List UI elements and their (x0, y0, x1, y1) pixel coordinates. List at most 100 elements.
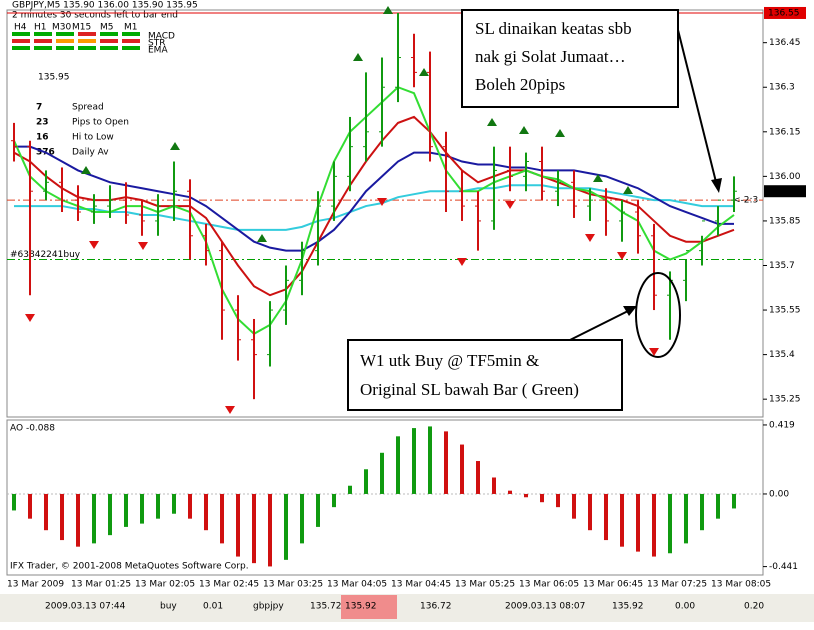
ao-bar (204, 493, 208, 531)
pointer-arrow (569, 309, 631, 341)
signal-up (555, 129, 565, 137)
ao-bar (188, 493, 192, 519)
ao-footer: IFX Trader, © 2001-2008 MetaQuotes Softw… (10, 562, 249, 572)
ao-bar (380, 452, 384, 494)
x-tick-label: 13 Mar 03:25 (263, 580, 323, 590)
status-cell: 0.00 (675, 602, 695, 612)
signal-down (649, 348, 659, 356)
ao-bar (428, 426, 432, 494)
ao-bar (108, 493, 112, 536)
ao-bar (12, 493, 16, 511)
ma-line (14, 184, 734, 231)
x-tick-label: 13 Mar 05:25 (455, 580, 515, 590)
timeframe-label: M30 (52, 23, 71, 33)
ao-bar (268, 493, 272, 567)
y-tick-label: 135.4 (769, 350, 795, 360)
highlight-ring (635, 272, 681, 358)
trend-cell (12, 32, 30, 36)
note-text: W1 utk Buy @ TF5min & (360, 351, 539, 370)
signal-down (138, 242, 148, 250)
stat-value: 16 (36, 133, 49, 143)
signal-down (25, 314, 35, 322)
y-tick-label: 135.85 (769, 216, 801, 226)
pointer-arrow (677, 29, 718, 187)
ao-bar (44, 493, 48, 531)
ao-bar (348, 485, 352, 494)
ao-bar (540, 493, 544, 503)
status-cell: 135.92 (345, 602, 377, 612)
trend-cell (100, 46, 118, 50)
signal-up (81, 166, 91, 174)
timeframe-label: M5 (100, 23, 114, 33)
trend-cell (34, 39, 52, 43)
signal-up (419, 68, 429, 76)
indicator-label: MACD (148, 32, 175, 42)
ao-bar (316, 493, 320, 527)
ao-bar (332, 493, 336, 508)
trend-cell (78, 46, 96, 50)
trend-cell (122, 32, 140, 36)
ao-bar (60, 493, 64, 541)
signal-down (617, 252, 627, 260)
ao-bar (620, 493, 624, 547)
signal-up (257, 234, 267, 242)
note-text: SL dinaikan keatas sbb (475, 19, 632, 38)
timer: 2 minutes 30 seconds left to bar end (12, 11, 178, 21)
signal-up (593, 174, 603, 182)
ao-bar (460, 444, 464, 494)
x-tick-label: 13 Mar 07:25 (647, 580, 707, 590)
main-panel (6, 9, 764, 418)
big-price: 135.95 (38, 73, 70, 83)
ao-bar (732, 493, 736, 509)
symbol-line: GBPJPY,M5 135.90 136.00 135.90 135.95 (12, 1, 198, 11)
note-text: nak gi Solat Jumaat… (475, 47, 626, 66)
ao-bar (700, 493, 704, 531)
trend-cell (78, 39, 96, 43)
trend-cell (56, 32, 74, 36)
ao-bar (220, 493, 224, 544)
ao-bar (524, 493, 528, 498)
y-tick-label: 135.55 (769, 306, 801, 316)
y-tick-label: 136.00 (769, 172, 801, 182)
ao-bar (396, 436, 400, 494)
y-tick-label: 135.7 (769, 261, 795, 271)
signal-down (457, 258, 467, 266)
stat-value: 23 (36, 118, 49, 128)
ao-bar (684, 493, 688, 544)
current-price: 135.95 (768, 187, 803, 197)
ao-bar (76, 493, 80, 547)
status-cell: 2009.03.13 07:44 (45, 602, 126, 612)
status-cell: gbpjpy (253, 602, 284, 612)
indicator-label: EMA (148, 46, 168, 56)
ao-bar (444, 431, 448, 494)
stop-label-bg (764, 6, 806, 19)
status-cell: buy (160, 602, 177, 612)
ao-bar (572, 493, 576, 519)
trend-cell (78, 32, 96, 36)
note-text: Boleh 20pips (475, 75, 565, 94)
ao-bar (156, 493, 160, 519)
ma-line (13, 115, 735, 297)
status-cell: 135.72 (310, 602, 342, 612)
status-highlight (341, 595, 397, 619)
signal-up (383, 6, 393, 14)
y-tick-label: 135.25 (769, 395, 801, 405)
ao-bar (412, 428, 416, 494)
signal-up (623, 186, 633, 194)
ao-bar (284, 493, 288, 560)
ao-bar (604, 493, 608, 541)
trend-cell (122, 46, 140, 50)
x-tick-label: 13 Mar 04:45 (391, 580, 451, 590)
y-tick-label: 136.45 (769, 38, 801, 48)
timeframe-label: H4 (14, 23, 27, 33)
indicator-label: STR (148, 39, 165, 49)
x-tick-label: 13 Mar 08:05 (711, 580, 771, 590)
ao-bar (172, 493, 176, 514)
status-cell: 0.20 (744, 602, 764, 612)
stop-label: 136.55 (768, 8, 800, 18)
ao-title: AO -0.088 (10, 424, 55, 434)
ao-bar (28, 493, 32, 519)
ao-bar (252, 493, 256, 564)
ao-bar (140, 493, 144, 524)
